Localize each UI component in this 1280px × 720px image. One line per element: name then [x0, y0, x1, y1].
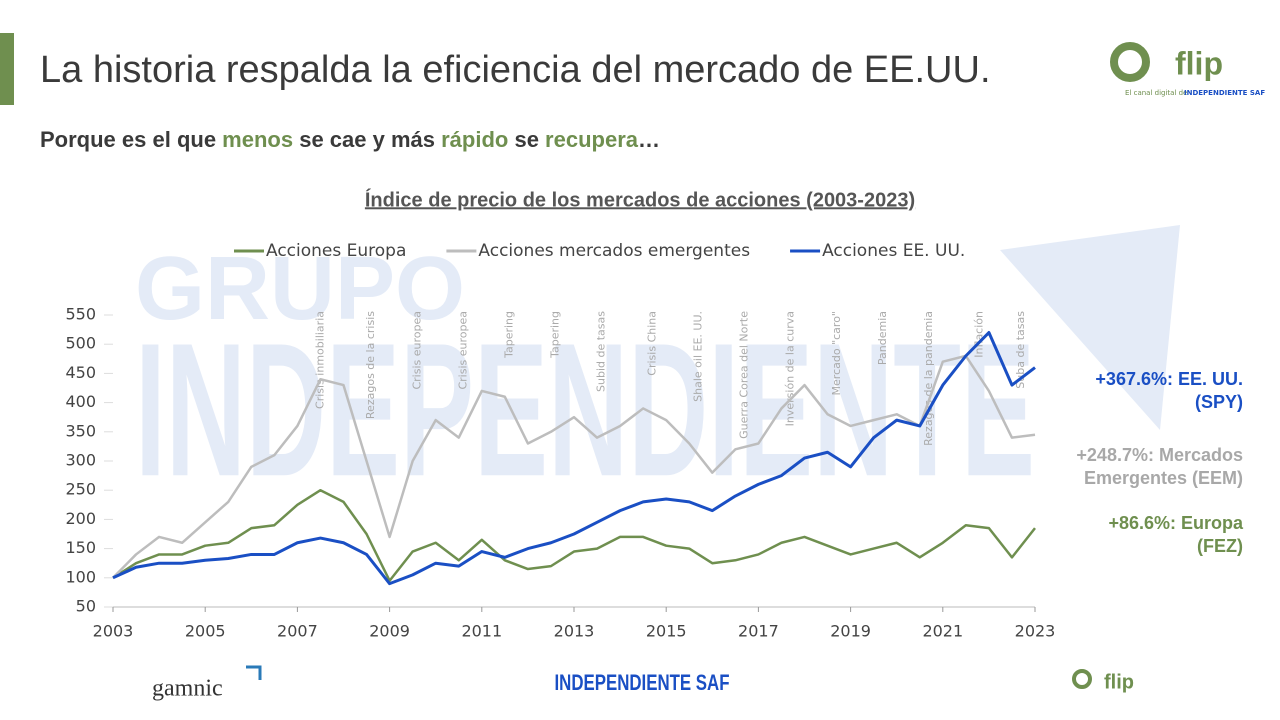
- y-tick-label: 550: [65, 305, 96, 324]
- x-tick-label: 2017: [738, 622, 779, 641]
- end-label: (FEZ): [1197, 536, 1243, 556]
- y-tick-label: 200: [65, 509, 96, 528]
- x-tick-label: 2021: [922, 622, 963, 641]
- y-tick-label: 400: [65, 392, 96, 411]
- logo-icon: [1072, 669, 1092, 689]
- end-label: +86.6%: Europa: [1108, 513, 1244, 533]
- event-label: Mercado "caro": [830, 311, 843, 395]
- slide-title: La historia respalda la eficiencia del m…: [40, 49, 991, 91]
- end-label: +367.6%: EE. UU.: [1095, 369, 1243, 389]
- event-label: Crisis China: [645, 311, 658, 376]
- series-line: [112, 331, 1036, 586]
- x-tick-label: 2009: [369, 622, 410, 641]
- event-label: Inversión de la curva: [784, 311, 797, 426]
- subtitle-part: se: [508, 127, 545, 152]
- watermark-shape: [1000, 225, 1180, 430]
- end-label: (SPY): [1195, 392, 1243, 412]
- x-tick-label: 2005: [185, 622, 226, 641]
- watermark-text: INDEPENDIENTE: [135, 304, 1035, 516]
- logo-tagline: El canal digital de: [1125, 89, 1187, 97]
- event-label: Inflación: [973, 311, 986, 358]
- event-label: Subid de tasas: [595, 311, 608, 392]
- y-tick-label: 150: [65, 538, 96, 557]
- subtitle-part: menos: [222, 127, 293, 152]
- event-label: Rezagos de la crisis: [364, 311, 377, 419]
- event-label: Crisis europea: [456, 311, 469, 390]
- y-tick-label: 350: [65, 421, 96, 440]
- end-label: +248.7%: Mercados: [1076, 445, 1243, 465]
- y-tick-label: 50: [76, 597, 96, 616]
- event-label: Tapering: [549, 311, 562, 359]
- subtitle-part: …: [638, 127, 660, 152]
- y-tick-label: 300: [65, 451, 96, 470]
- legend-label: Acciones EE. UU.: [822, 241, 965, 261]
- x-tick-label: 2013: [554, 622, 595, 641]
- subtitle-part: rápido: [441, 127, 508, 152]
- x-tick-label: 2003: [93, 622, 134, 641]
- series-line: [112, 488, 1036, 582]
- y-tick-label: 500: [65, 334, 96, 353]
- legend-label: Acciones mercados emergentes: [478, 241, 750, 261]
- logo-text: flip: [1104, 671, 1134, 693]
- event-label: Guerra Corea del Norte: [738, 311, 751, 439]
- x-tick-label: 2007: [277, 622, 318, 641]
- event-label: Suba de tasas: [1014, 311, 1027, 389]
- subtitle-part: recupera: [545, 127, 639, 152]
- gamnic-mark: [246, 665, 262, 680]
- logo-text: flip: [1175, 45, 1223, 81]
- x-tick-label: 2019: [830, 622, 871, 641]
- logo-brand: INDEPENDIENTE SAF: [1184, 89, 1265, 97]
- subtitle-part: se cae y más: [293, 127, 441, 152]
- y-tick-label: 250: [65, 480, 96, 499]
- accent-bar: [0, 33, 14, 105]
- y-tick-label: 450: [65, 363, 96, 382]
- footer-brand: INDEPENDIENTE SAF: [555, 670, 730, 695]
- subtitle-part: Porque es el que: [40, 127, 222, 152]
- flip-logo: flip El canal digital de INDEPENDIENTE S…: [1110, 42, 1265, 97]
- end-label: Emergentes (EEM): [1084, 468, 1243, 488]
- event-label: Crisis europea: [410, 311, 423, 390]
- gamnic-logo: gamnic: [152, 676, 223, 702]
- event-label: Pandemia: [876, 311, 889, 365]
- series-line: [112, 354, 1036, 579]
- event-label: Shale oil EE. UU.: [691, 311, 704, 402]
- y-tick-label: 100: [65, 567, 96, 586]
- x-tick-label: 2015: [646, 622, 687, 641]
- x-tick-label: 2023: [1015, 622, 1056, 641]
- x-tick-label: 2011: [461, 622, 502, 641]
- watermark-text: GRUPO: [135, 239, 465, 339]
- chart-title: Índice de precio de los mercados de acci…: [365, 188, 915, 211]
- watermark: GRUPO INDEPENDIENTE: [135, 239, 1035, 516]
- event-label: Tapering: [502, 311, 515, 359]
- event-label: Rezagos de la pandemia: [922, 311, 935, 446]
- subtitle: Porque es el que menos se cae y más rápi…: [40, 127, 660, 152]
- flip-logo-small: flip: [1072, 669, 1134, 693]
- event-label: Crisis inmobiliaria: [313, 311, 326, 409]
- legend-label: Acciones Europa: [266, 241, 406, 261]
- logo-icon: [1110, 42, 1150, 82]
